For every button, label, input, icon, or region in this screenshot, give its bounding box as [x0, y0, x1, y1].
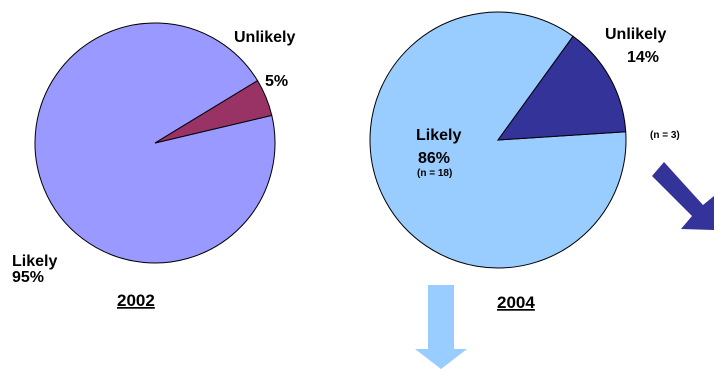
label-2004-likely-percent: 86% [418, 150, 450, 167]
pie-slice-2004-unlikely [496, 35, 627, 141]
pie-slice-2002-unlikely [154, 79, 273, 144]
label-2002-likely-percent: 95% [12, 269, 44, 286]
chart-title-2002: 2002 [117, 291, 155, 310]
label-2002-unlikely-name: Unlikely [234, 29, 295, 46]
pie-chart-2004 [369, 11, 627, 269]
label-2004-unlikely-n: (n = 3) [650, 130, 680, 141]
label-2002-unlikely-percent: 5% [265, 73, 288, 90]
diagonal-arrow-icon [652, 162, 714, 230]
pie-chart-2002 [34, 22, 276, 264]
chart-title-2004: 2004 [497, 293, 535, 312]
label-2004-likely-n: (n = 18) [417, 168, 452, 179]
label-2002-likely-name: Likely [12, 253, 57, 270]
label-2004-unlikely-percent: 14% [627, 49, 659, 66]
label-2004-unlikely-name: Unlikely [605, 26, 666, 43]
down-arrow-icon [415, 285, 467, 369]
label-2004-likely-name: Likely [416, 127, 461, 144]
